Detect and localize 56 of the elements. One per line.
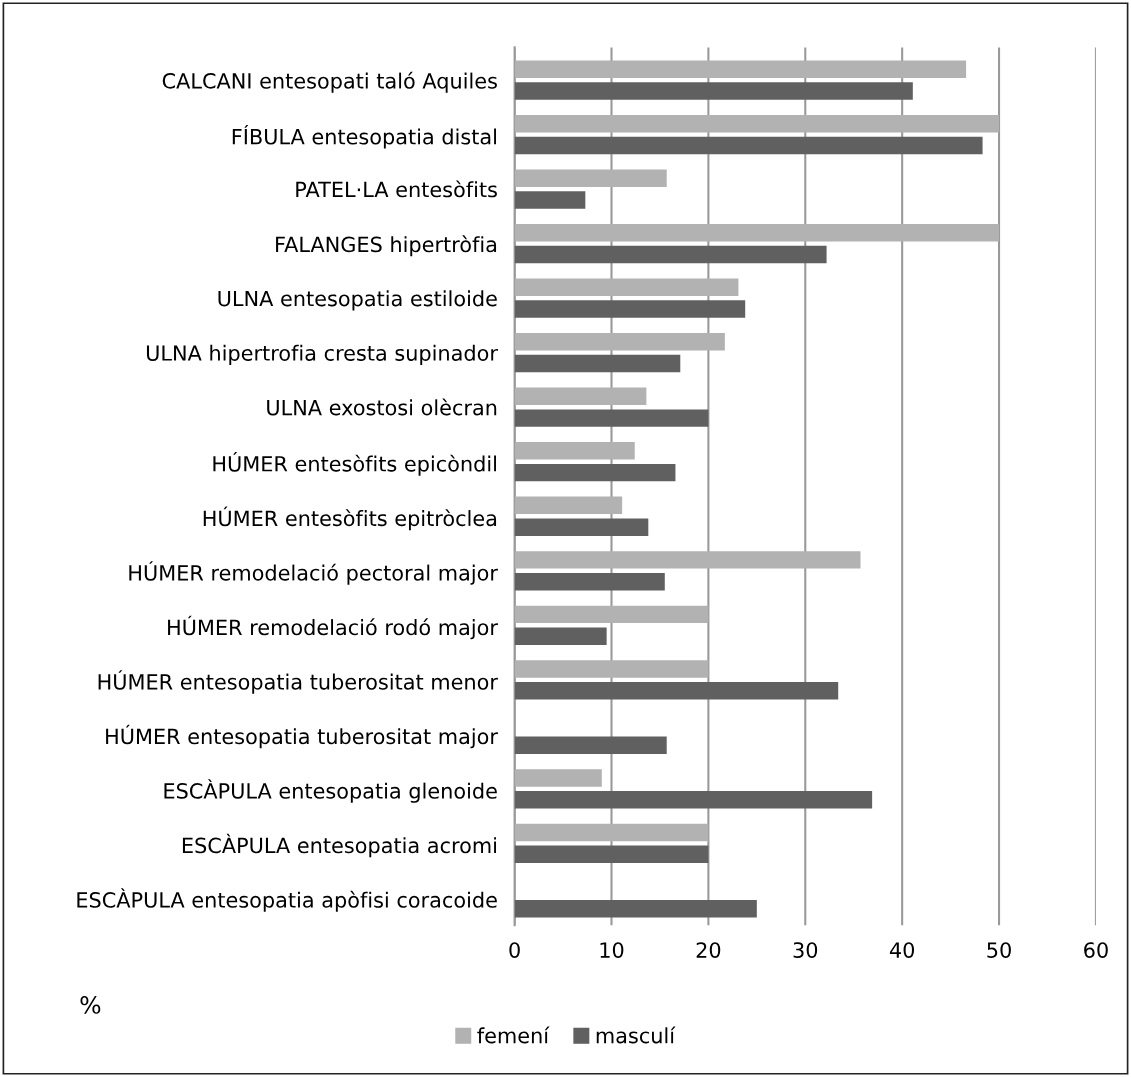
bar [514, 387, 647, 406]
bar [514, 496, 623, 515]
y-tick-label: ULNA exostosi olècran [267, 398, 497, 416]
bar [514, 442, 635, 460]
y-tick-label: HÚMER entesopatia tuberositat major [106, 724, 498, 749]
x-tick-label: 30 [793, 942, 818, 958]
legend-label: masculí [596, 1026, 676, 1044]
y-tick-label: HÚMER entesòfits epicòndil [213, 452, 496, 476]
bar [514, 278, 739, 296]
y-tick-label: HÚMER remodelació pectoral major [129, 561, 498, 585]
bar [514, 605, 709, 624]
bar [514, 681, 839, 700]
x-axis-title: % [80, 995, 101, 1014]
bar [514, 114, 1000, 133]
bar [514, 736, 667, 754]
bar [514, 463, 676, 482]
bar [514, 224, 1000, 242]
y-tick-label: CALCANI entesopati taló Aquiles [162, 71, 497, 93]
bar [514, 900, 757, 918]
bar [514, 191, 586, 209]
bar [514, 82, 913, 100]
bar [514, 333, 725, 351]
bar [514, 409, 709, 427]
legend-label: femení [477, 1026, 550, 1044]
y-tick-label: ULNA entesopatia estiloide [218, 290, 497, 311]
x-tick-label: 0 [509, 942, 520, 958]
bar [514, 551, 861, 569]
x-tick-label: 20 [696, 942, 721, 958]
y-tick-label: ESCÀPULA entesopatia apòfisi coracoide [77, 888, 497, 912]
bar [514, 627, 607, 645]
y-tick-label: PATEL·LA entesòfits [296, 180, 497, 198]
bar [514, 245, 827, 264]
bar [514, 136, 983, 155]
bar [514, 660, 709, 678]
y-tick-label: ESCÀPULA entesopatia glenoide [164, 779, 497, 803]
x-tick-label: 60 [1084, 942, 1108, 958]
bar [514, 823, 709, 842]
y-tick-label: ULNA hipertrofia cresta supinador [146, 344, 498, 365]
x-tick-label: 50 [987, 942, 1011, 958]
y-tick-label: FÍBULA entesopatia distal [232, 124, 496, 149]
bar [514, 518, 649, 536]
y-tick-label: HÚMER remodelació rodó major [168, 615, 498, 640]
y-tick-label: ESCÀPULA entesopatia acromi [182, 833, 496, 858]
bar [514, 169, 667, 187]
y-tick-label: HÚMER entesòfits epitròclea [203, 506, 497, 531]
bar [514, 300, 746, 318]
bar [514, 791, 873, 809]
bar [514, 572, 665, 591]
bar [514, 354, 681, 373]
y-tick-label: HÚMER entesopatia tuberositat menor [98, 670, 498, 694]
bar [514, 769, 602, 787]
bar [514, 60, 967, 78]
x-tick-label: 10 [600, 942, 624, 958]
bar [514, 845, 709, 863]
x-tick-label: 40 [889, 942, 915, 958]
y-tick-label: FALANGES hipertròfia [276, 235, 497, 257]
